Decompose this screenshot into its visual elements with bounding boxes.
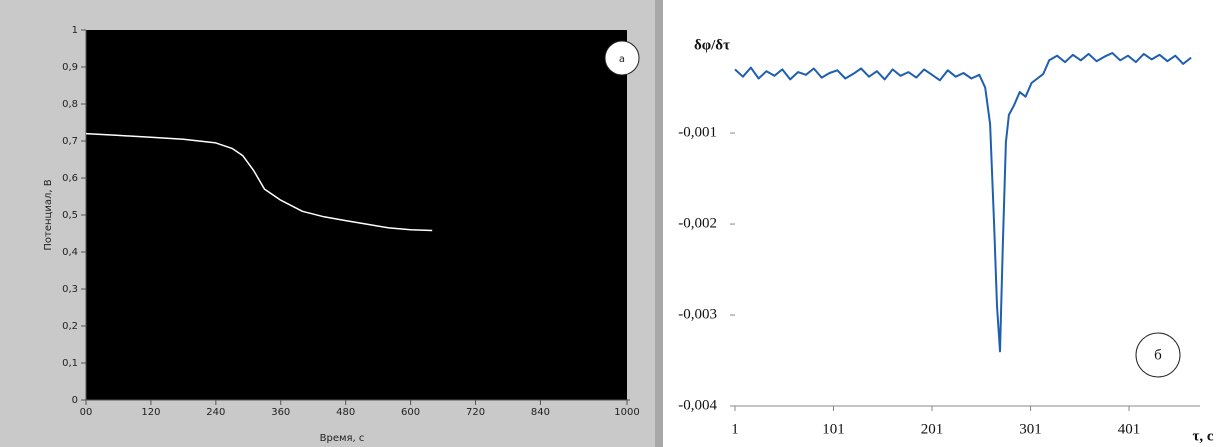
y-tick-label: 0,1 [62, 358, 78, 369]
data-line [734, 52, 1192, 353]
x-tick-label: 401 [1118, 421, 1141, 437]
x-tick-label: 201 [921, 421, 944, 437]
y-tick-label: 0,7 [62, 136, 78, 147]
y-tick-label: -0,004 [678, 397, 717, 413]
x-tick-label: 101 [822, 421, 845, 437]
annotation-circle [604, 40, 640, 76]
y-tick-label: 0,6 [62, 173, 78, 184]
y-tick-label: 0,9 [62, 62, 78, 73]
y-tick-label: -0,002 [678, 215, 717, 231]
y-tick-label: 0,2 [62, 321, 78, 332]
y-axis-label: Потенциал, В [43, 179, 54, 250]
y-tick-label: -0,001 [678, 125, 717, 141]
data-line [85, 132, 433, 232]
x-tick-label: 1 [731, 421, 739, 437]
x-tick-label: 480 [336, 407, 355, 418]
x-tick-label: 600 [401, 407, 420, 418]
x-axis-label: Время, с [320, 433, 365, 444]
annotation-circle [1135, 332, 1181, 378]
x-axis-label: τ, с [1192, 428, 1213, 444]
y-tick-label: 0,3 [62, 284, 78, 295]
chart-b: 1 101 201 301 401 -0,001 -0,002 -0,003 -0,004 τ, … [678, 37, 1214, 444]
x-tick-label: 301 [1019, 421, 1042, 437]
x-tick-label: 1000 [614, 407, 639, 418]
chart-a: 00 120 240 360 480 600 720 840 1000 0 0,1 0,2 0,3 0,4… [43, 25, 640, 444]
plot-area [86, 30, 627, 400]
x-tick-label: 00 [80, 407, 93, 418]
x-tick-label: 120 [141, 407, 160, 418]
annotation: а [619, 54, 625, 65]
y-tick-label: 0 [72, 395, 78, 406]
annotation: б [1154, 347, 1162, 363]
y-tick-label: 0,5 [62, 210, 78, 221]
y-tick-label: 1 [72, 25, 78, 36]
x-tick-label: 720 [466, 407, 485, 418]
y-tick-label: 0,4 [62, 247, 78, 258]
y-tick-label: -0,003 [678, 306, 717, 322]
panel-divider [655, 0, 663, 447]
y-tick-label: 0,8 [62, 99, 78, 110]
y-axis-label: δφ/δτ [694, 37, 730, 53]
x-tick-label: 840 [531, 407, 550, 418]
x-tick-label: 240 [206, 407, 225, 418]
x-tick-label: 360 [271, 407, 290, 418]
